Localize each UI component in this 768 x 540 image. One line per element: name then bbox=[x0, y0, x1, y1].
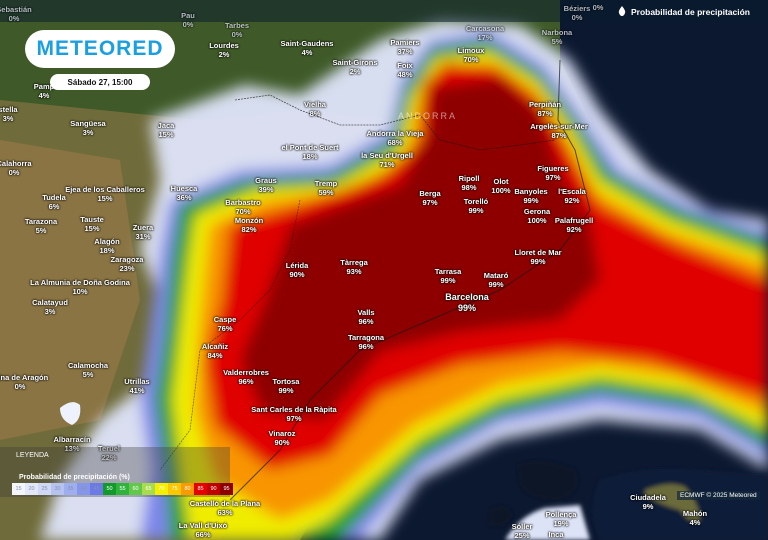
legend-title: Probabilidad de precipitación (%) bbox=[19, 474, 130, 481]
legend-swatch: 75 bbox=[168, 483, 181, 495]
legend-scale: 15 20 25 30 35 40 45 50 55 60 65 70 75 80 85 90 95 bbox=[12, 483, 233, 495]
credit-label: ECMWF © 2025 Meteored bbox=[677, 491, 760, 500]
legend-swatch: 95 bbox=[220, 483, 233, 495]
map-title: Probabilidad de precipitación bbox=[618, 6, 750, 18]
legend-swatch: 80 bbox=[181, 483, 194, 495]
legend-swatch: 50 bbox=[103, 483, 116, 495]
legend-swatch: 35 bbox=[64, 483, 77, 495]
legend-swatch: 45 bbox=[90, 483, 103, 495]
region-label-andorra: ANDORRA bbox=[398, 111, 458, 121]
date-time-label: Sábado 27, 15:00 bbox=[50, 74, 150, 90]
map-title-text: Probabilidad de precipitación bbox=[630, 7, 750, 17]
drop-icon bbox=[618, 6, 626, 18]
legend-swatch: 40 bbox=[77, 483, 90, 495]
legend-swatch: 90 bbox=[207, 483, 220, 495]
legend-swatch: 25 bbox=[38, 483, 51, 495]
meteored-logo[interactable]: METEORED bbox=[25, 30, 175, 68]
legend-swatch: 30 bbox=[51, 483, 64, 495]
legend-swatch: 85 bbox=[194, 483, 207, 495]
legend-heading: LEYENDA bbox=[16, 452, 49, 459]
top-band bbox=[0, 0, 768, 22]
legend: LEYENDA Probabilidad de precipitación (%… bbox=[0, 447, 233, 497]
legend-swatch: 15 bbox=[12, 483, 25, 495]
legend-swatch: 55 bbox=[116, 483, 129, 495]
legend-swatch: 65 bbox=[142, 483, 155, 495]
legend-swatch: 20 bbox=[25, 483, 38, 495]
legend-swatch: 60 bbox=[129, 483, 142, 495]
legend-swatch: 70 bbox=[155, 483, 168, 495]
